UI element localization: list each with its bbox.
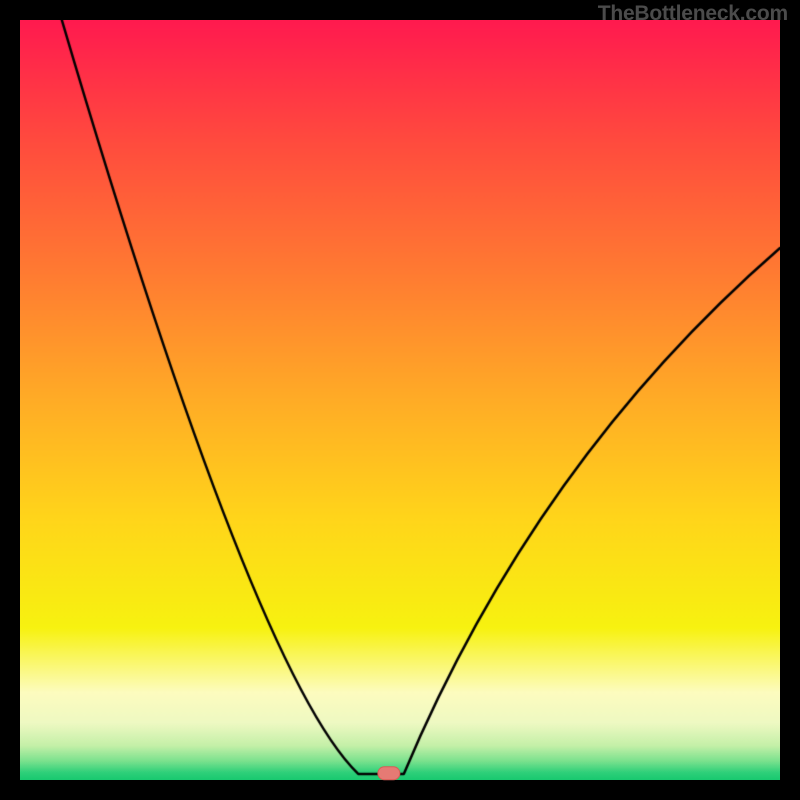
chart-frame: TheBottleneck.com — [0, 0, 800, 800]
bottleneck-curve — [20, 20, 780, 780]
optimum-marker — [377, 766, 400, 779]
plot-area — [20, 20, 780, 780]
